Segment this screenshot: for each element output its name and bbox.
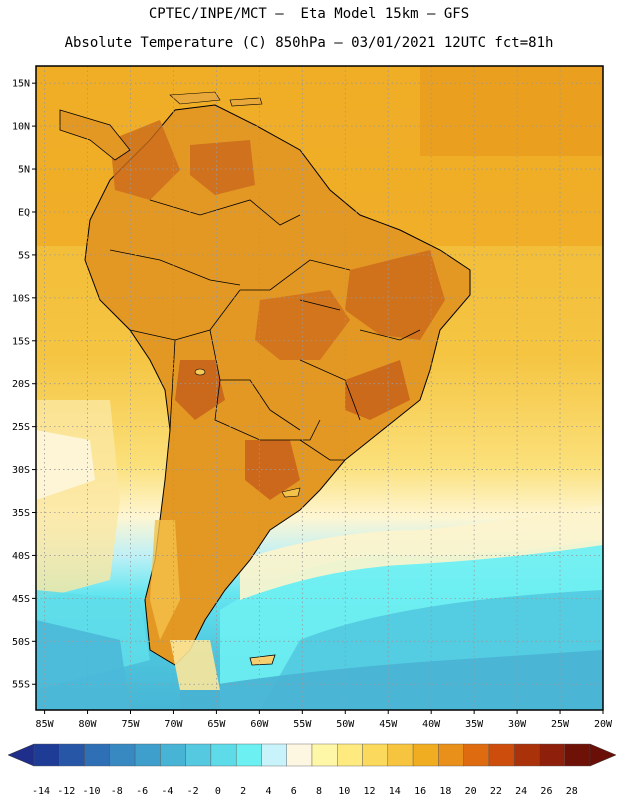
lat-label: EQ: [18, 207, 30, 218]
colorbar-swatch: [84, 743, 111, 767]
colorbar-label: -6: [136, 786, 148, 797]
colorbar-label: -10: [83, 786, 101, 797]
colorbar-label: -8: [111, 786, 123, 797]
lon-label: 45W: [379, 719, 398, 730]
colorbar-label: 14: [389, 786, 401, 797]
colorbar-left-arrow: [7, 743, 35, 767]
colorbar-swatch: [261, 743, 287, 767]
colorbar-label: 18: [439, 786, 451, 797]
colorbar-swatch: [33, 743, 60, 767]
colorbar-label: -14: [32, 786, 50, 797]
latitude-labels: 15N 10N 5N EQ 5S 10S 15S 20S 25S 30S 35S 40S 45S 50S 5…: [12, 79, 36, 691]
map-title-line1: CPTEC/INPE/MCT – Eta Model 15km – GFS: [148, 6, 470, 22]
lat-label: 35S: [12, 508, 30, 519]
colorbar-swatch: [160, 743, 186, 767]
lat-label: 5S: [18, 250, 30, 261]
colorbar-swatch: [438, 743, 464, 767]
lon-label: 55W: [293, 719, 312, 730]
colorbar-label: 16: [414, 786, 426, 797]
south-america-landmass: [84, 104, 471, 666]
colorbar-swatch: [311, 743, 338, 767]
colorbar-label: 24: [515, 786, 527, 797]
lon-label: 75W: [121, 719, 140, 730]
lon-label: 60W: [250, 719, 269, 730]
colorbar-label: 2: [240, 786, 246, 797]
lon-label: 35W: [465, 719, 484, 730]
colorbar-label: 12: [364, 786, 376, 797]
colorbar-label: 8: [316, 786, 322, 797]
lat-label: 5N: [18, 165, 30, 176]
colorbar-labels: -14 -12 -10 -8 -6 -4 -2 0 2 4 6 8 10 12 14 16 18 20 22 24 26…: [32, 786, 578, 797]
colorbar-swatch: [564, 743, 591, 767]
lon-label: 50W: [336, 719, 355, 730]
colorbar: [7, 743, 617, 767]
lon-label: 40W: [422, 719, 441, 730]
lat-label: 50S: [12, 637, 30, 648]
lon-label: 65W: [207, 719, 226, 730]
lon-label: 20W: [594, 719, 613, 730]
colorbar-swatch: [109, 743, 136, 767]
lat-label: 15S: [12, 336, 30, 347]
colorbar-swatch: [412, 743, 439, 767]
lat-label: 15N: [12, 79, 30, 90]
colorbar-swatch: [59, 743, 85, 767]
colorbar-swatch: [362, 743, 389, 767]
colorbar-swatch: [488, 743, 515, 767]
colorbar-label: 20: [465, 786, 477, 797]
lat-label: 40S: [12, 551, 30, 562]
colorbar-swatch: [539, 743, 565, 767]
map-frame: [35, 65, 604, 711]
colorbar-label: -2: [187, 786, 199, 797]
lon-label: 25W: [551, 719, 570, 730]
lon-label: 85W: [36, 719, 55, 730]
colorbar-swatch: [286, 743, 313, 767]
longitude-labels: 85W 80W 75W 70W 65W 60W 55W 50W 45W 40W 35W 30W 25W 2…: [36, 710, 613, 730]
colorbar-label: 6: [291, 786, 297, 797]
lat-label: 45S: [12, 594, 30, 605]
lat-label: 20S: [12, 379, 30, 390]
colorbar-swatch: [235, 743, 262, 767]
lon-label: 80W: [79, 719, 98, 730]
lon-label: 70W: [164, 719, 183, 730]
graticule: [36, 66, 603, 710]
colorbar-label: 10: [338, 786, 350, 797]
lat-label: 10S: [12, 293, 30, 304]
colorbar-swatch: [513, 743, 540, 767]
map-title-line2: Absolute Temperature (C) 850hPa – 03/01/…: [64, 35, 554, 51]
colorbar-label: -12: [57, 786, 75, 797]
lat-label: 10N: [12, 122, 30, 133]
colorbar-swatch: [337, 743, 363, 767]
colorbar-label: 22: [490, 786, 502, 797]
colorbar-label: 4: [265, 786, 271, 797]
colorbar-label: -4: [161, 786, 173, 797]
colorbar-label: 26: [540, 786, 552, 797]
colorbar-swatch: [210, 743, 237, 767]
lon-label: 30W: [508, 719, 527, 730]
colorbar-label: 28: [566, 786, 578, 797]
colorbar-right-arrow: [589, 743, 617, 767]
colorbar-swatch: [185, 743, 212, 767]
colorbar-swatch: [134, 743, 161, 767]
lat-label: 30S: [12, 465, 30, 476]
colorbar-swatch: [387, 743, 414, 767]
colorbar-swatch: [463, 743, 490, 767]
colorbar-label: 0: [215, 786, 221, 797]
lat-label: 25S: [12, 422, 30, 433]
lat-label: 55S: [12, 680, 30, 691]
